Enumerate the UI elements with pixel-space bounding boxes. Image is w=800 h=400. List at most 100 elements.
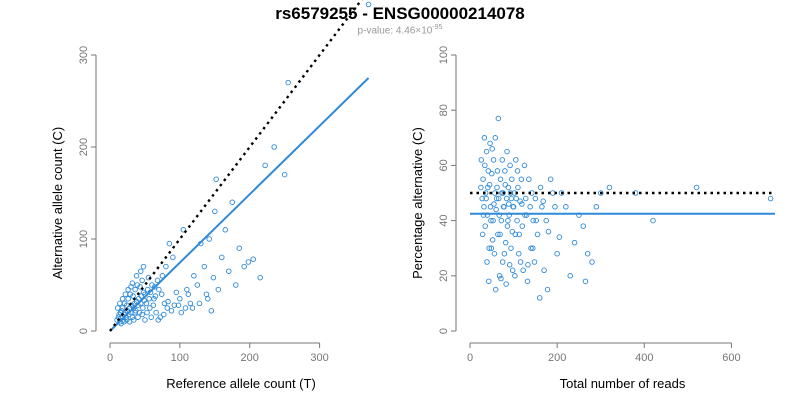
data-point: [498, 217, 505, 224]
data-point: [156, 286, 162, 293]
data-point: [544, 286, 551, 293]
data-point: [554, 250, 560, 257]
data-point: [478, 184, 484, 191]
data-point: [365, 1, 372, 8]
data-point: [151, 284, 158, 290]
data-point: [536, 295, 543, 301]
data-point: [226, 268, 232, 274]
data-point: [550, 190, 556, 196]
data-point: [545, 228, 552, 235]
data-point: [487, 204, 494, 210]
data-point: [494, 168, 501, 174]
data-point: [506, 201, 512, 207]
data-point: [514, 168, 521, 174]
data-point: [512, 231, 519, 238]
data-point: [493, 206, 499, 213]
data-point: [693, 184, 700, 191]
y-tick-label: 100: [78, 230, 90, 248]
data-point: [509, 176, 515, 182]
data-point: [563, 204, 569, 210]
data-point: [147, 305, 153, 311]
data-point: [558, 190, 565, 196]
data-point: [131, 317, 137, 323]
data-point: [500, 204, 507, 210]
data-point: [196, 300, 203, 307]
data-point: [502, 168, 508, 174]
data-point: [499, 259, 506, 265]
data-point: [489, 237, 496, 243]
data-point: [130, 293, 136, 299]
data-point: [153, 309, 159, 316]
data-point: [285, 79, 291, 86]
data-point: [593, 204, 600, 210]
data-point: [499, 157, 505, 163]
data-point: [496, 273, 503, 279]
y-tick-label: 0: [78, 328, 90, 334]
data-point: [478, 157, 485, 163]
data-point: [132, 309, 138, 316]
data-point: [203, 291, 210, 297]
data-point: [236, 245, 243, 251]
data-point: [584, 250, 591, 257]
data-point: [155, 317, 161, 323]
data-point: [245, 259, 252, 265]
data-point: [533, 217, 539, 224]
x-tick-label: 200: [241, 352, 259, 364]
data-point: [501, 250, 508, 257]
data-point: [229, 199, 236, 205]
data-point: [480, 176, 486, 182]
data-point: [142, 317, 148, 323]
data-point: [177, 296, 183, 302]
data-point: [483, 148, 490, 155]
data-point: [507, 190, 514, 196]
data-point: [488, 217, 494, 224]
data-point: [485, 278, 492, 285]
data-point: [520, 267, 526, 274]
data-point: [497, 176, 504, 182]
y-tick-label: 0: [438, 328, 450, 334]
data-point: [488, 245, 495, 251]
data-point: [497, 231, 503, 238]
data-point: [180, 227, 187, 233]
data-point: [504, 223, 511, 229]
data-point: [148, 314, 154, 320]
data-point: [493, 195, 500, 202]
data-point: [510, 204, 516, 210]
y-axis-label: Alternative allele count (C): [50, 127, 65, 279]
data-point: [512, 273, 518, 279]
data-point: [567, 273, 573, 279]
data-point: [505, 217, 511, 224]
x-axis-label: Total number of reads: [560, 376, 686, 391]
data-point: [517, 198, 523, 205]
data-point: [541, 267, 547, 274]
data-point: [571, 239, 578, 246]
data-point: [114, 305, 121, 311]
chart-title: rs6579255 - ENSG00000214078: [275, 4, 525, 23]
data-point: [250, 256, 256, 262]
data-point: [495, 115, 502, 122]
data-point: [513, 195, 519, 202]
data-point: [165, 298, 171, 305]
fit-line: [109, 77, 370, 332]
y-tick-label: 200: [78, 138, 90, 156]
data-point: [233, 282, 239, 288]
data-point: [262, 162, 268, 169]
data-point: [281, 171, 288, 178]
data-point: [509, 228, 516, 235]
data-point: [482, 162, 488, 169]
data-point: [505, 184, 512, 191]
x-axis-label: Reference allele count (T): [166, 376, 316, 391]
data-point: [119, 305, 126, 311]
data-point: [154, 277, 161, 284]
data-point: [490, 217, 496, 224]
data-point: [498, 275, 504, 282]
data-point: [159, 273, 166, 279]
y-axis-label: Percentage alternative (C): [410, 127, 425, 279]
data-point: [117, 300, 123, 307]
data-point: [161, 311, 167, 318]
data-point: [492, 135, 499, 141]
data-point: [525, 262, 531, 268]
data-point: [506, 262, 513, 268]
data-point: [185, 291, 192, 297]
data-point: [523, 195, 529, 202]
